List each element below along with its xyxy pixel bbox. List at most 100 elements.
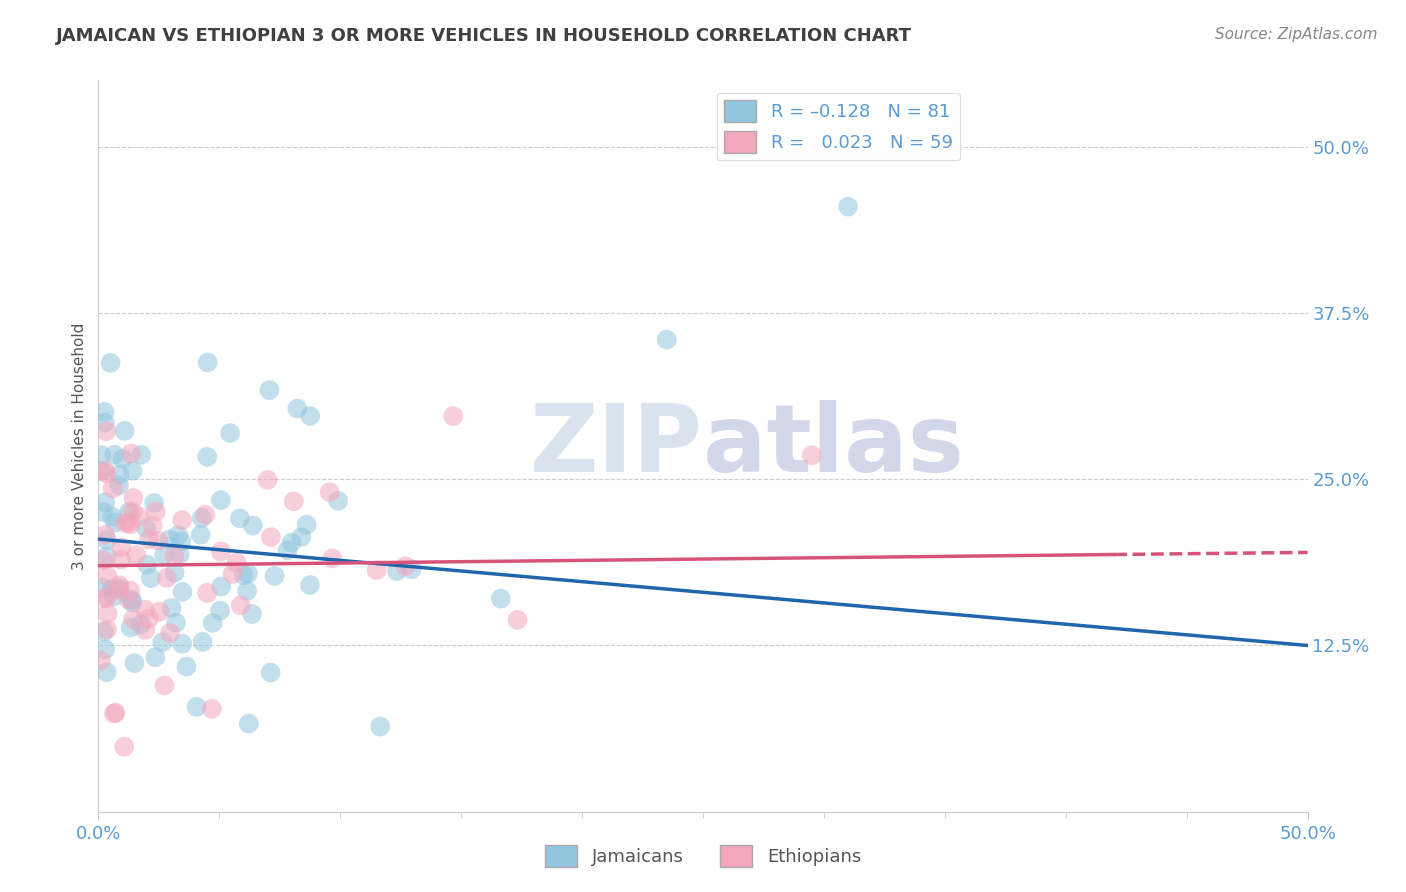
- Point: [172, 513, 194, 527]
- Point: [107, 582, 129, 597]
- Point: [153, 678, 176, 692]
- Point: [118, 505, 141, 519]
- Y-axis label: 3 or more Vehicles in Household: 3 or more Vehicles in Household: [72, 322, 87, 570]
- Point: [125, 548, 148, 562]
- Point: [441, 409, 464, 423]
- Point: [242, 518, 264, 533]
- Text: JAMAICAN VS ETHIOPIAN 3 OR MORE VEHICLES IN HOUSEHOLD CORRELATION CHART: JAMAICAN VS ETHIOPIAN 3 OR MORE VEHICLES…: [56, 27, 912, 45]
- Point: [260, 530, 283, 544]
- Point: [111, 451, 134, 466]
- Point: [163, 549, 186, 563]
- Point: [108, 478, 131, 492]
- Point: [129, 448, 152, 462]
- Point: [93, 464, 115, 478]
- Point: [837, 200, 859, 214]
- Point: [103, 706, 125, 721]
- Point: [385, 564, 408, 578]
- Point: [96, 467, 118, 481]
- Point: [96, 665, 118, 680]
- Point: [93, 624, 115, 639]
- Point: [110, 541, 132, 555]
- Point: [134, 623, 156, 637]
- Point: [160, 600, 183, 615]
- Point: [321, 551, 343, 566]
- Point: [506, 613, 529, 627]
- Point: [120, 446, 142, 460]
- Point: [136, 558, 159, 572]
- Point: [135, 521, 157, 535]
- Point: [91, 581, 114, 595]
- Point: [195, 450, 218, 464]
- Point: [139, 571, 162, 585]
- Point: [101, 582, 124, 596]
- Point: [94, 591, 117, 606]
- Point: [90, 654, 112, 668]
- Point: [149, 605, 172, 619]
- Point: [143, 496, 166, 510]
- Point: [190, 528, 212, 542]
- Point: [238, 716, 260, 731]
- Point: [263, 569, 285, 583]
- Point: [94, 416, 117, 430]
- Point: [655, 333, 678, 347]
- Point: [121, 595, 143, 609]
- Point: [128, 509, 150, 524]
- Point: [232, 568, 254, 582]
- Point: [108, 578, 131, 592]
- Point: [94, 425, 117, 439]
- Point: [93, 405, 115, 419]
- Point: [121, 592, 143, 607]
- Point: [366, 563, 388, 577]
- Point: [112, 739, 135, 754]
- Point: [145, 650, 167, 665]
- Point: [156, 571, 179, 585]
- Text: ZIP: ZIP: [530, 400, 703, 492]
- Point: [285, 401, 308, 416]
- Point: [122, 612, 145, 626]
- Text: atlas: atlas: [703, 400, 965, 492]
- Point: [142, 518, 165, 533]
- Point: [117, 592, 139, 607]
- Point: [148, 533, 170, 548]
- Point: [229, 599, 252, 613]
- Point: [121, 505, 143, 519]
- Point: [290, 530, 312, 544]
- Point: [93, 505, 115, 519]
- Point: [104, 706, 127, 720]
- Point: [94, 528, 117, 542]
- Point: [201, 615, 224, 630]
- Point: [299, 409, 322, 423]
- Point: [368, 719, 391, 733]
- Point: [186, 699, 208, 714]
- Point: [101, 509, 124, 524]
- Point: [134, 603, 156, 617]
- Point: [150, 635, 173, 649]
- Point: [225, 556, 247, 570]
- Point: [103, 590, 125, 604]
- Point: [277, 543, 299, 558]
- Text: Source: ZipAtlas.com: Source: ZipAtlas.com: [1215, 27, 1378, 42]
- Point: [489, 591, 512, 606]
- Point: [191, 635, 214, 649]
- Point: [190, 511, 212, 525]
- Legend: R = –0.128   N = 81, R =   0.023   N = 59: R = –0.128 N = 81, R = 0.023 N = 59: [717, 93, 960, 161]
- Point: [159, 533, 181, 547]
- Point: [153, 548, 176, 562]
- Point: [167, 528, 190, 542]
- Point: [236, 584, 259, 599]
- Point: [259, 383, 281, 397]
- Point: [118, 516, 141, 530]
- Point: [219, 426, 242, 441]
- Point: [800, 448, 823, 462]
- Point: [240, 607, 263, 621]
- Point: [138, 533, 160, 547]
- Point: [259, 665, 281, 680]
- Point: [165, 615, 187, 630]
- Point: [229, 511, 252, 525]
- Point: [120, 517, 142, 532]
- Point: [394, 559, 416, 574]
- Point: [96, 590, 118, 604]
- Point: [90, 464, 112, 478]
- Point: [295, 517, 318, 532]
- Legend: Jamaicans, Ethiopians: Jamaicans, Ethiopians: [537, 838, 869, 874]
